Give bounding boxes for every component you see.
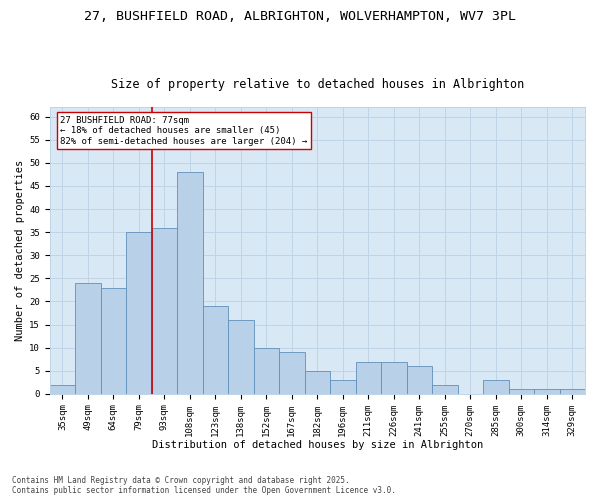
Text: 27 BUSHFIELD ROAD: 77sqm
← 18% of detached houses are smaller (45)
82% of semi-d: 27 BUSHFIELD ROAD: 77sqm ← 18% of detach… xyxy=(61,116,308,146)
Bar xyxy=(483,380,509,394)
Bar xyxy=(254,348,279,394)
Text: Contains HM Land Registry data © Crown copyright and database right 2025.
Contai: Contains HM Land Registry data © Crown c… xyxy=(12,476,396,495)
Bar xyxy=(50,384,75,394)
Y-axis label: Number of detached properties: Number of detached properties xyxy=(15,160,25,342)
Bar xyxy=(305,371,330,394)
Bar xyxy=(177,172,203,394)
Title: Size of property relative to detached houses in Albrighton: Size of property relative to detached ho… xyxy=(110,78,524,91)
Bar xyxy=(126,232,152,394)
Bar xyxy=(534,389,560,394)
Bar xyxy=(330,380,356,394)
Bar xyxy=(509,389,534,394)
Bar xyxy=(152,228,177,394)
Bar xyxy=(203,306,228,394)
Bar xyxy=(279,352,305,394)
Text: 27, BUSHFIELD ROAD, ALBRIGHTON, WOLVERHAMPTON, WV7 3PL: 27, BUSHFIELD ROAD, ALBRIGHTON, WOLVERHA… xyxy=(84,10,516,23)
Bar xyxy=(407,366,432,394)
Bar xyxy=(356,362,381,394)
Bar xyxy=(75,283,101,394)
Bar xyxy=(432,384,458,394)
X-axis label: Distribution of detached houses by size in Albrighton: Distribution of detached houses by size … xyxy=(152,440,483,450)
Bar xyxy=(101,288,126,394)
Bar xyxy=(560,389,585,394)
Bar xyxy=(381,362,407,394)
Bar xyxy=(228,320,254,394)
